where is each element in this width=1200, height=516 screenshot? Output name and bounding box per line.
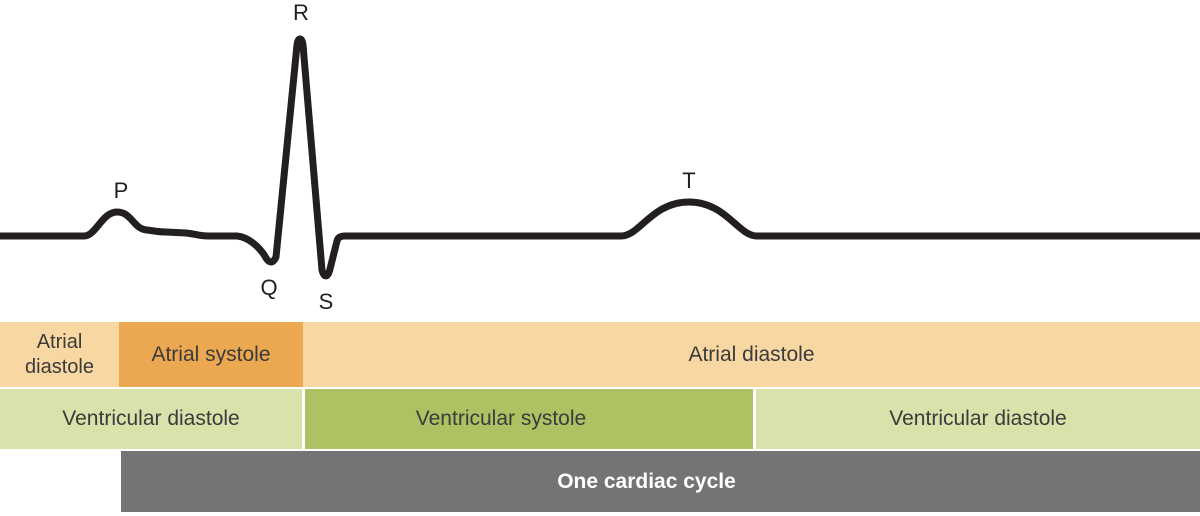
- atrial-diastole-segment-left: Atrial diastole: [0, 322, 119, 387]
- wave-label-s: S: [318, 289, 334, 314]
- atrial-diastole-right-label: Atrial diastole: [688, 342, 815, 366]
- cardiac-cycle-band: One cardiac cycle: [121, 451, 1200, 512]
- wave-label-r: R: [293, 0, 309, 25]
- ecg-waveform: [0, 35, 1200, 280]
- wave-label-q: Q: [260, 275, 278, 300]
- ventricular-diastole-right-label: Ventricular diastole: [889, 407, 1067, 430]
- cardiac-cycle-label: One cardiac cycle: [557, 469, 736, 493]
- atrial-phase-band: Atrial diastole Atrial systole Atrial di…: [0, 322, 1200, 387]
- atrial-systole-segment: Atrial systole: [119, 322, 303, 387]
- ventricular-phase-band: Ventricular diastole Ventricular systole…: [0, 389, 1200, 449]
- atrial-diastole-segment-right: Atrial diastole: [303, 322, 1200, 387]
- ecg-trace-path: [0, 35, 1200, 280]
- wave-label-p: P: [113, 178, 129, 203]
- ventricular-diastole-segment-left: Ventricular diastole: [0, 389, 302, 449]
- wave-label-t: T: [682, 168, 696, 193]
- ventricular-systole-label: Ventricular systole: [415, 407, 587, 430]
- atrial-systole-label: Atrial systole: [151, 342, 271, 366]
- ventricular-diastole-left-label: Ventricular diastole: [62, 407, 240, 430]
- ventricular-diastole-segment-right: Ventricular diastole: [756, 389, 1200, 449]
- atrial-diastole-left-label: Atrial diastole: [25, 330, 94, 378]
- ventricular-systole-segment: Ventricular systole: [305, 389, 753, 449]
